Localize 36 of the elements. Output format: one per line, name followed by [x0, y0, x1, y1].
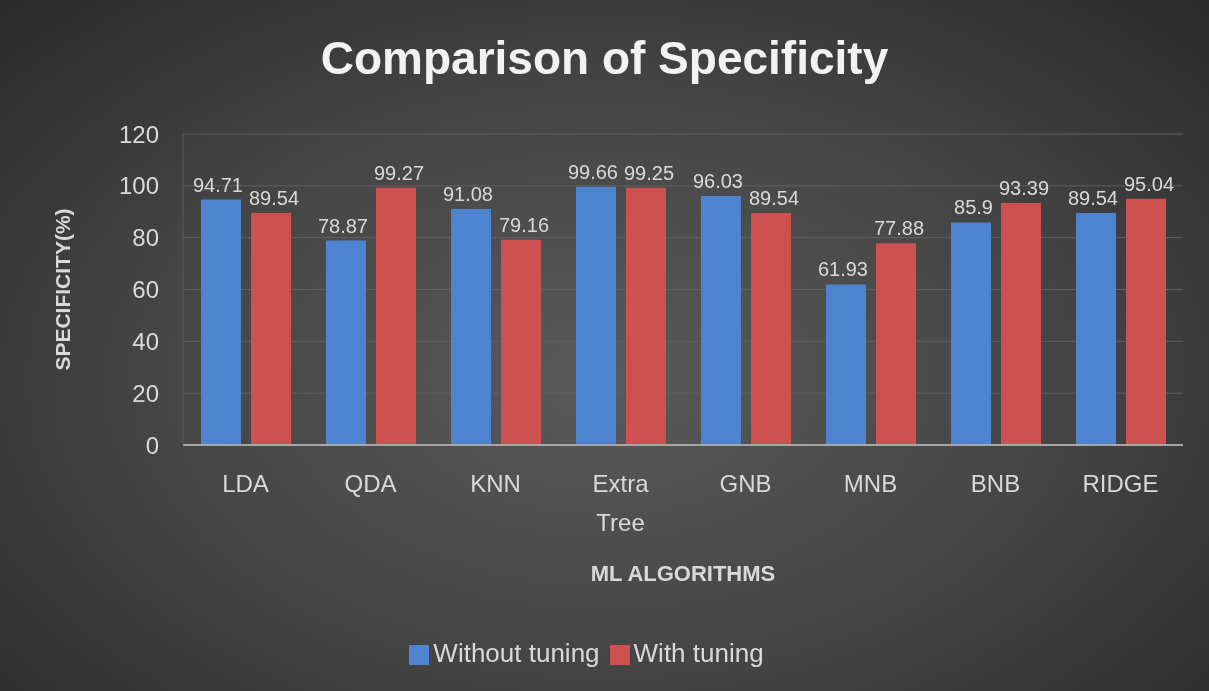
- data-label: 99.27: [374, 161, 425, 184]
- x-tick-label: MNB: [843, 470, 898, 497]
- data-label: 89.54: [249, 186, 300, 209]
- x-tick-label: Extra Tree: [592, 470, 650, 536]
- y-tick-label: 20: [132, 379, 159, 407]
- data-label: 89.54: [1067, 186, 1118, 209]
- x-axis-title: ML ALGORITHMS: [590, 561, 776, 586]
- data-label: 61.93: [817, 258, 868, 281]
- data-label: 99.66: [567, 160, 618, 183]
- data-label: 85.9: [954, 196, 993, 219]
- data-label: 94.71: [192, 173, 243, 196]
- x-tick-label: GNB: [719, 470, 772, 497]
- x-tick-label: QDA: [344, 470, 397, 497]
- y-tick-label: 0: [145, 431, 159, 459]
- data-label: 93.39: [999, 176, 1050, 199]
- data-label: 78.87: [317, 214, 368, 237]
- x-tick-label: KNN: [470, 470, 521, 497]
- data-label: 96.03: [692, 170, 743, 193]
- y-tick-label: 100: [118, 172, 159, 200]
- y-tick-label: 40: [132, 327, 159, 355]
- y-tick-label: 120: [118, 120, 159, 148]
- x-tick-label: BNB: [970, 470, 1021, 497]
- data-label: 79.16: [499, 213, 550, 236]
- data-label: 99.25: [624, 161, 675, 184]
- data-label: 89.54: [749, 186, 800, 209]
- data-label: 77.88: [874, 217, 925, 240]
- legend-label: Without tuning: [433, 638, 600, 668]
- y-axis-title: SPECIFICITY(%): [50, 208, 74, 371]
- chart-title: Comparison of Specificity: [319, 31, 890, 86]
- y-tick-label: 60: [132, 276, 159, 304]
- y-tick-label: 80: [132, 224, 159, 252]
- x-tick-label: RIDGE: [1082, 470, 1159, 497]
- data-label: 91.08: [442, 182, 493, 205]
- legend-label: With tuning: [633, 638, 764, 668]
- x-tick-label: LDA: [222, 470, 269, 497]
- data-label: 95.04: [1124, 172, 1175, 195]
